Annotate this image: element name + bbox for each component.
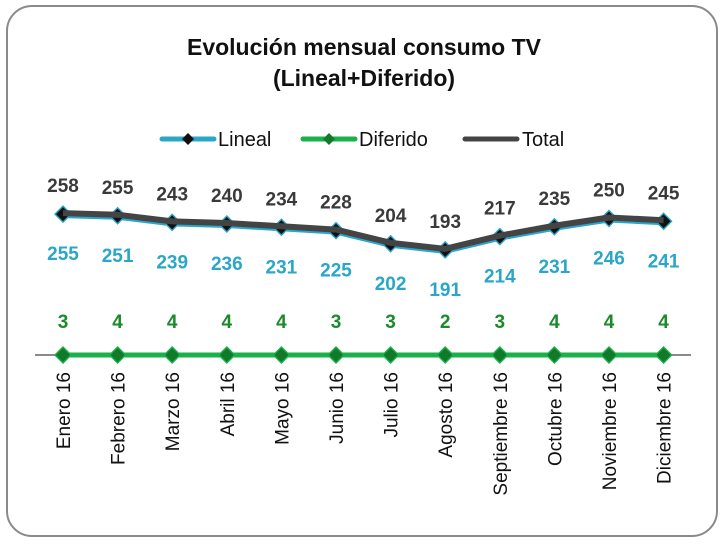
- data-label-total: 204: [375, 206, 407, 227]
- data-label-total: 193: [429, 212, 461, 233]
- data-label-lineal: 246: [593, 249, 625, 270]
- marker-diferido-inner: [110, 348, 125, 362]
- data-label-lineal: 251: [102, 246, 134, 267]
- data-label-total: 240: [211, 186, 243, 207]
- legend-item-total: Total: [462, 129, 564, 151]
- chart-title: Evolución mensual consumo TV: [186, 34, 541, 60]
- data-label-diferido: 3: [331, 312, 342, 333]
- legend-item-diferido: Diferido: [300, 129, 428, 151]
- marker-diferido-inner: [656, 348, 671, 362]
- x-tick-label: Septiembre 16: [491, 372, 512, 496]
- data-label-total: 234: [266, 189, 298, 210]
- data-label-total: 250: [593, 181, 625, 202]
- data-label-diferido: 2: [440, 312, 451, 333]
- data-label-total: 243: [156, 184, 188, 205]
- data-label-lineal: 191: [429, 280, 461, 301]
- data-label-diferido: 4: [276, 312, 287, 333]
- marker-diferido-inner: [492, 348, 507, 362]
- data-label-diferido: 4: [549, 312, 560, 333]
- x-tick-label: Agosto 16: [436, 372, 457, 458]
- marker-diferido-inner: [383, 348, 398, 362]
- data-label-diferido: 4: [112, 312, 123, 333]
- x-tick-label: Enero 16: [54, 372, 75, 449]
- data-label-total: 255: [102, 178, 134, 199]
- chart-subtitle: (Lineal+Diferido): [272, 65, 456, 91]
- x-tick-label: Marzo 16: [163, 372, 184, 451]
- series-line-total: [62, 210, 664, 252]
- data-label-diferido: 3: [495, 312, 506, 333]
- data-label-lineal: 231: [539, 257, 571, 278]
- data-label-lineal: 255: [47, 244, 79, 265]
- legend-label-lineal: Lineal: [218, 129, 271, 151]
- marker-diferido-inner: [602, 348, 616, 362]
- marker-diferido-inner: [219, 348, 234, 362]
- data-label-diferido: 4: [658, 312, 669, 333]
- x-tick-label: Junio 16: [327, 372, 348, 444]
- data-label-total: 258: [47, 176, 79, 197]
- chart-title-block: Evolución mensual consumo TV (Lineal+Dif…: [0, 32, 728, 94]
- x-tick-label: Abril 16: [218, 372, 239, 436]
- x-tick-label: Mayo 16: [272, 372, 293, 445]
- data-label-lineal: 202: [375, 274, 407, 295]
- data-label-lineal: 214: [484, 267, 516, 288]
- data-label-lineal: 241: [648, 251, 680, 272]
- data-label-lineal: 231: [266, 257, 298, 278]
- marker-diferido-inner: [547, 348, 562, 362]
- data-label-total: 217: [484, 199, 516, 220]
- data-label-diferido: 4: [222, 312, 233, 333]
- x-tick-label: Diciembre 16: [655, 372, 676, 484]
- marker-diferido-inner: [165, 348, 180, 362]
- x-tick-label: Julio 16: [382, 372, 403, 438]
- legend-marker-lineal: [182, 133, 194, 145]
- chart-frame: [6, 5, 718, 537]
- legend-item-lineal: Lineal: [159, 129, 271, 151]
- x-tick-label: Octubre 16: [545, 372, 566, 466]
- marker-diferido-inner: [329, 348, 343, 362]
- data-label-diferido: 4: [604, 312, 615, 333]
- legend-marker-diferido: [323, 133, 335, 145]
- legend-label-diferido: Diferido: [359, 129, 428, 151]
- data-label-total: 235: [539, 189, 571, 210]
- marker-diferido-inner: [438, 348, 453, 362]
- data-label-diferido: 3: [58, 312, 69, 333]
- x-tick-label: Noviembre 16: [600, 372, 621, 490]
- data-label-lineal: 236: [211, 254, 243, 275]
- data-label-total: 228: [320, 193, 352, 214]
- legend-label-total: Total: [522, 129, 564, 151]
- marker-diferido-inner: [56, 348, 70, 362]
- data-label-lineal: 225: [320, 261, 352, 282]
- data-label-diferido: 4: [167, 312, 178, 333]
- legend: Lineal Diferido Total: [159, 129, 564, 151]
- x-tick-label: Febrero 16: [109, 372, 130, 465]
- marker-diferido-inner: [274, 348, 289, 362]
- data-label-total: 245: [648, 183, 680, 204]
- data-label-diferido: 3: [385, 312, 396, 333]
- data-label-lineal: 239: [156, 252, 188, 273]
